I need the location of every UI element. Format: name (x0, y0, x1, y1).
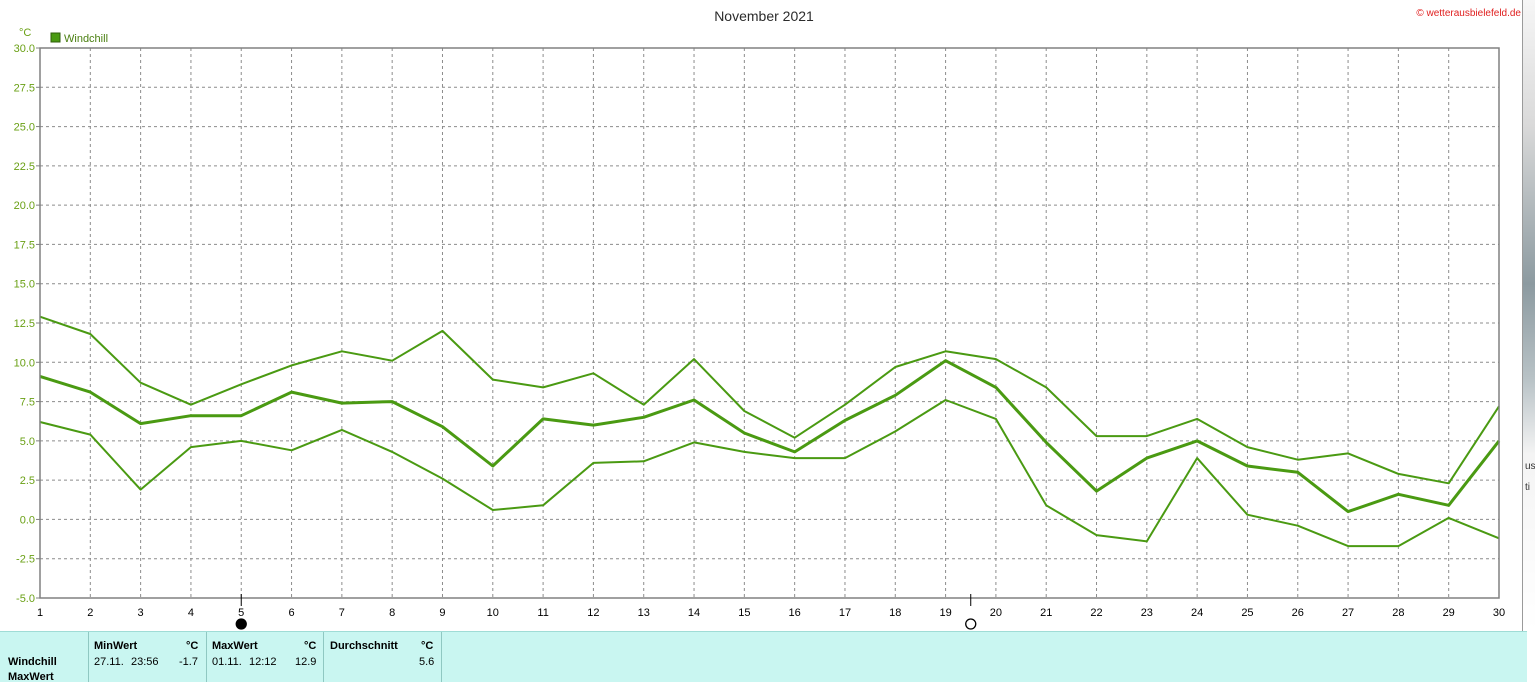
y-tick-label: 10.0 (14, 357, 35, 369)
stats-divider (323, 632, 324, 682)
y-tick-label: 20.0 (14, 200, 35, 212)
x-tick-label: 10 (487, 607, 499, 619)
x-tick-label: 5 (238, 607, 244, 619)
windchill-chart: November 2021 © wetterausbielefeld.de °C… (14, 8, 1521, 630)
y-unit-label: °C (19, 27, 31, 39)
x-tick-label: 11 (537, 607, 548, 619)
stats-row-label-windchill: Windchill (8, 656, 57, 668)
avg-header: Durchschnitt (330, 640, 398, 652)
stats-panel: Windchill MaxWert MinWert °C 27.11. 23:5… (0, 631, 1527, 683)
x-tick-label: 28 (1392, 607, 1404, 619)
y-tick-label: 17.5 (14, 239, 35, 251)
chart-title: November 2021 (714, 8, 814, 24)
min-unit: °C (186, 640, 199, 652)
x-tick-label: 12 (587, 607, 599, 619)
full-moon-icon (965, 618, 977, 630)
max-value: 12.9 (295, 656, 317, 668)
x-tick-label: 27 (1342, 607, 1354, 619)
new-moon-icon (235, 618, 247, 630)
plot-frame (39, 47, 1500, 599)
legend-swatch (50, 32, 61, 43)
x-tick-label: 30 (1493, 607, 1505, 619)
x-tick-label: 23 (1141, 607, 1153, 619)
x-tick-label: 17 (839, 607, 851, 619)
max-time: 12:12 (249, 656, 277, 668)
y-tick-label: -5.0 (16, 593, 35, 605)
max-date: 01.11. (212, 656, 242, 668)
grid (36, 47, 1499, 599)
x-tick-label: 3 (138, 607, 144, 619)
x-tick-label: 7 (339, 607, 345, 619)
min-header: MinWert (94, 640, 138, 652)
y-tick-labels: -5.0 -2.5 0.0 2.5 5.0 7.5 10.0 12.5 15.0 17.5 20.0… (14, 43, 35, 605)
moon-phase-markers (235, 594, 977, 630)
stats-row-label-maxwert: MaxWert (8, 671, 54, 683)
x-tick-label: 26 (1292, 607, 1304, 619)
x-tick-label: 25 (1241, 607, 1253, 619)
x-tick-label: 29 (1443, 607, 1455, 619)
y-tick-label: 30.0 (14, 43, 35, 55)
stats-divider (88, 632, 89, 682)
stats-divider (206, 632, 207, 682)
x-tick-label: 14 (688, 607, 700, 619)
y-tick-label: 15.0 (14, 279, 35, 291)
x-tick-label: 8 (389, 607, 395, 619)
x-tick-label: 24 (1191, 607, 1203, 619)
series-line-average (39, 359, 1501, 514)
y-tick-label: -2.5 (16, 554, 35, 566)
x-tick-label: 1 (37, 607, 43, 619)
avg-value: 5.6 (419, 656, 435, 668)
avg-unit: °C (421, 640, 434, 652)
y-tick-label: 12.5 (14, 318, 35, 330)
min-value: -1.7 (179, 656, 198, 668)
x-tick-label: 13 (638, 607, 650, 619)
x-tick-label: 18 (889, 607, 901, 619)
min-time: 23:56 (131, 656, 159, 668)
side-strip-text-1: us (1525, 461, 1535, 472)
x-tick-label: 20 (990, 607, 1002, 619)
y-tick-label: 5.0 (20, 436, 35, 448)
x-tick-label: 22 (1090, 607, 1102, 619)
y-tick-label: 25.0 (14, 122, 35, 134)
min-date: 27.11. (94, 656, 124, 668)
x-tick-label: 6 (288, 607, 294, 619)
x-tick-label: 2 (87, 607, 93, 619)
series-line-max (39, 315, 1500, 485)
y-tick-label: 7.5 (20, 397, 35, 409)
series-line-min (39, 399, 1500, 548)
x-tick-label: 9 (439, 607, 445, 619)
max-header: MaxWert (212, 640, 258, 652)
x-tick-label: 16 (789, 607, 801, 619)
y-tick-label: 27.5 (14, 82, 35, 94)
series-lines (39, 315, 1501, 548)
legend-label: Windchill (64, 33, 108, 45)
x-tick-label: 21 (1040, 607, 1052, 619)
copyright-text[interactable]: © wetterausbielefeld.de (1416, 8, 1521, 19)
x-tick-label: 15 (738, 607, 750, 619)
y-tick-label: 2.5 (20, 475, 35, 487)
x-tick-label: 4 (188, 607, 194, 619)
max-unit: °C (304, 640, 317, 652)
y-tick-label: 0.0 (20, 514, 35, 526)
side-strip-text-2: ti (1525, 482, 1530, 493)
x-tick-label: 19 (939, 607, 951, 619)
window-edge-strip (1522, 0, 1535, 631)
x-tick-labels: 1 2 3 4 5 6 7 8 9 10 11 12 13 14 15 16 17 18 19 20 21 22 23 24 2… (37, 607, 1505, 619)
y-tick-label: 22.5 (14, 161, 35, 173)
stats-divider (441, 632, 442, 682)
